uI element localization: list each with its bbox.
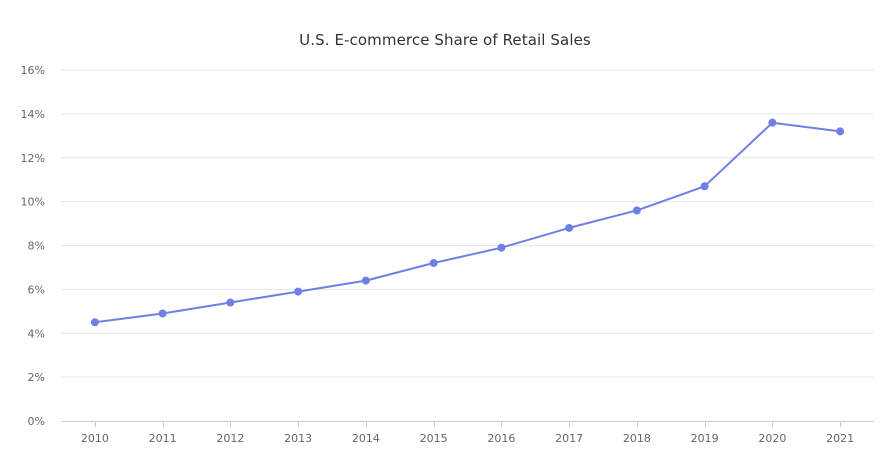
x-tick-label: 2011 <box>149 432 177 445</box>
x-tick-label: 2016 <box>487 432 515 445</box>
x-tick-label: 2021 <box>826 432 854 445</box>
x-tick-label: 2018 <box>623 432 651 445</box>
data-point-2020[interactable] <box>768 118 777 127</box>
y-tick-label: 16% <box>21 64 45 77</box>
series-line <box>93 121 842 324</box>
x-tick-label: 2019 <box>691 432 719 445</box>
x-tick-label: 2017 <box>555 432 583 445</box>
data-point-2015[interactable] <box>429 259 438 268</box>
y-tick-label: 12% <box>21 152 45 165</box>
data-point-2013[interactable] <box>294 287 303 296</box>
y-tick-label: 10% <box>21 196 45 209</box>
y-tick-label: 6% <box>28 283 45 296</box>
data-point-2016[interactable] <box>497 243 506 252</box>
y-tick-label: 2% <box>28 371 45 384</box>
data-point-2021[interactable] <box>836 127 845 136</box>
data-point-2012[interactable] <box>226 298 235 307</box>
data-point-2017[interactable] <box>565 223 574 232</box>
data-point-2011[interactable] <box>158 309 167 318</box>
data-point-2014[interactable] <box>361 276 370 285</box>
x-tick-label: 2013 <box>284 432 312 445</box>
x-tick-label: 2010 <box>81 432 109 445</box>
y-tick-label: 8% <box>28 240 45 253</box>
y-tick-label: 14% <box>21 108 45 121</box>
x-tick-label: 2014 <box>352 432 380 445</box>
x-tick-label: 2012 <box>216 432 244 445</box>
chart-title: U.S. E-commerce Share of Retail Sales <box>299 31 591 49</box>
data-point-2018[interactable] <box>632 206 641 215</box>
data-point-2019[interactable] <box>700 182 709 191</box>
x-tick-label: 2015 <box>420 432 448 445</box>
y-tick-label: 4% <box>28 327 45 340</box>
x-tick-label: 2020 <box>758 432 786 445</box>
y-tick-label: 0% <box>28 415 45 428</box>
data-point-2010[interactable] <box>90 318 99 327</box>
